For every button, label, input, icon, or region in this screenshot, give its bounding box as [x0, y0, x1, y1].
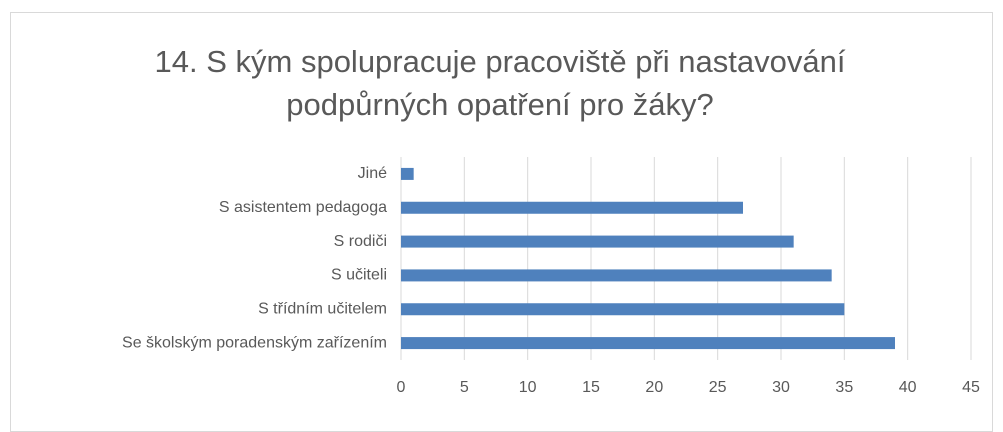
bar	[401, 303, 845, 316]
chart-title: 14. S kým spolupracuje pracoviště při na…	[154, 44, 846, 122]
y-tick-label: S asistentem pedagoga	[219, 199, 387, 216]
x-tick-label: 45	[962, 379, 980, 396]
bar	[401, 235, 794, 248]
page: {"chart_data": {"type": "bar", "orientat…	[10, 12, 993, 432]
y-tick-label: S rodiči	[334, 233, 387, 250]
y-tick-label: S třídním učitelem	[258, 300, 387, 317]
x-tick-label: 40	[899, 379, 917, 396]
x-tick-label: 15	[582, 379, 600, 396]
x-tick-label: 5	[460, 379, 469, 396]
x-tick-label: 10	[519, 379, 537, 396]
bar	[401, 201, 743, 214]
y-tick-label: Jiné	[358, 165, 387, 182]
x-tick-label: 25	[709, 379, 727, 396]
x-tick-label: 0	[397, 379, 406, 396]
bar	[401, 167, 414, 180]
bar	[401, 269, 832, 282]
chart: 0 5 10 15 20 25 30 35 40 45 Jiné S asistentem pedag…	[122, 157, 980, 396]
y-tick-label: S učiteli	[331, 267, 387, 284]
y-tick-label: Se školským poradenským zařízením	[122, 334, 387, 351]
x-tick-label: 20	[645, 379, 663, 396]
x-tick-label: 30	[772, 379, 790, 396]
x-tick-label: 35	[835, 379, 853, 396]
bar	[401, 337, 895, 350]
